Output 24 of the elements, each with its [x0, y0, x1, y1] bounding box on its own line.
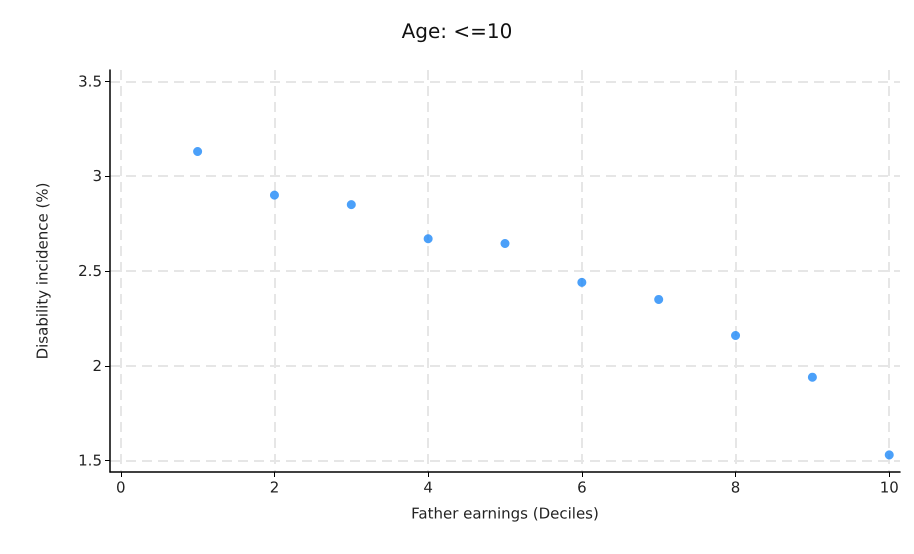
x-tick-label: 10: [880, 478, 899, 496]
point: [500, 239, 510, 248]
point: [731, 330, 740, 340]
x-tick-label: 6: [577, 478, 587, 496]
point: [346, 200, 356, 210]
point: [808, 372, 817, 382]
point: [193, 147, 202, 156]
y-axis-title: Disability incidence (%): [34, 182, 52, 360]
point: [577, 278, 586, 287]
chart-title: Age: <=10: [402, 19, 512, 43]
y-tick-label: 3: [92, 167, 102, 186]
x-tick-label: 2: [270, 478, 280, 496]
x-tick-label: 8: [730, 478, 740, 496]
point: [424, 234, 433, 244]
point: [654, 294, 664, 304]
y-tick-label: 3.5: [78, 72, 102, 90]
y-tick-label: 2: [92, 356, 102, 375]
y-tick-label: 2.5: [78, 262, 102, 280]
point: [270, 190, 279, 200]
point: [884, 450, 894, 460]
x-tick-label: 0: [116, 478, 126, 496]
y-tick-label: 1.5: [78, 452, 102, 470]
x-tick-label: 4: [423, 478, 433, 496]
x-axis-title: Father earnings (Deciles): [411, 504, 599, 522]
